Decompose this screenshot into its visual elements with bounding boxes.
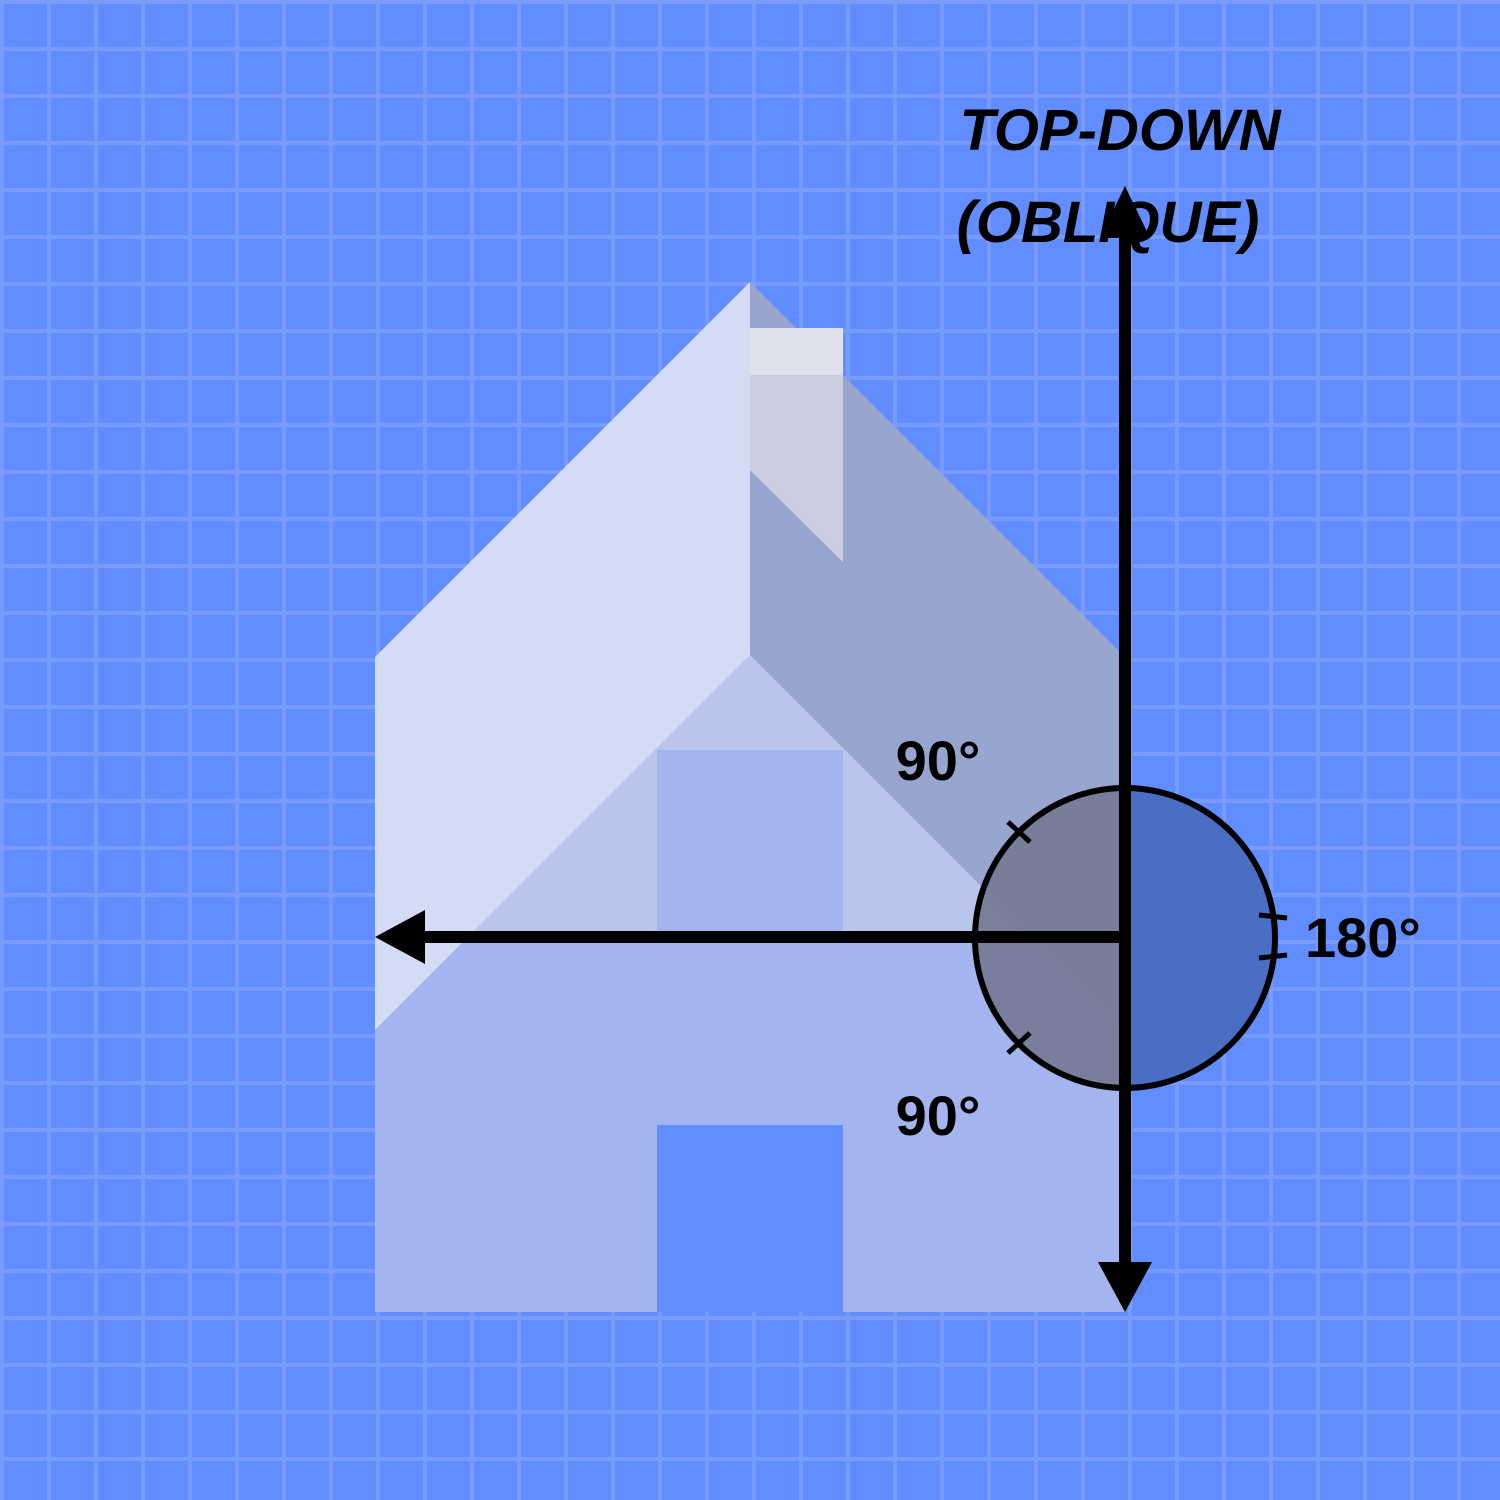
- up-arrow-head: [1100, 186, 1150, 238]
- angle-label-right: 180°: [1305, 906, 1421, 969]
- angle-label-lower: 90°: [896, 1084, 981, 1147]
- left-arrow-head: [375, 910, 425, 964]
- tick-right-lower: [1258, 952, 1288, 961]
- title-line-1: TOP-DOWN: [959, 98, 1281, 163]
- house-chimney: [750, 328, 843, 562]
- house-chimney-top: [750, 328, 843, 375]
- title-line-2: (OBLIQUE): [957, 190, 1260, 255]
- tick-lower-left: [1006, 1031, 1032, 1055]
- house-window: [657, 750, 843, 935]
- axes: [375, 186, 1152, 1312]
- tick-upper-left: [1006, 820, 1032, 844]
- house-door: [657, 1125, 843, 1312]
- down-arrow-head: [1098, 1262, 1152, 1312]
- house-lower-body: [375, 655, 1125, 1312]
- house-left-face: [375, 282, 750, 1030]
- angle-label-upper: 90°: [896, 729, 981, 792]
- house-illustration: [375, 282, 1125, 1312]
- tick-right-upper: [1258, 912, 1288, 921]
- angle-circle-right-half: [1125, 788, 1275, 1088]
